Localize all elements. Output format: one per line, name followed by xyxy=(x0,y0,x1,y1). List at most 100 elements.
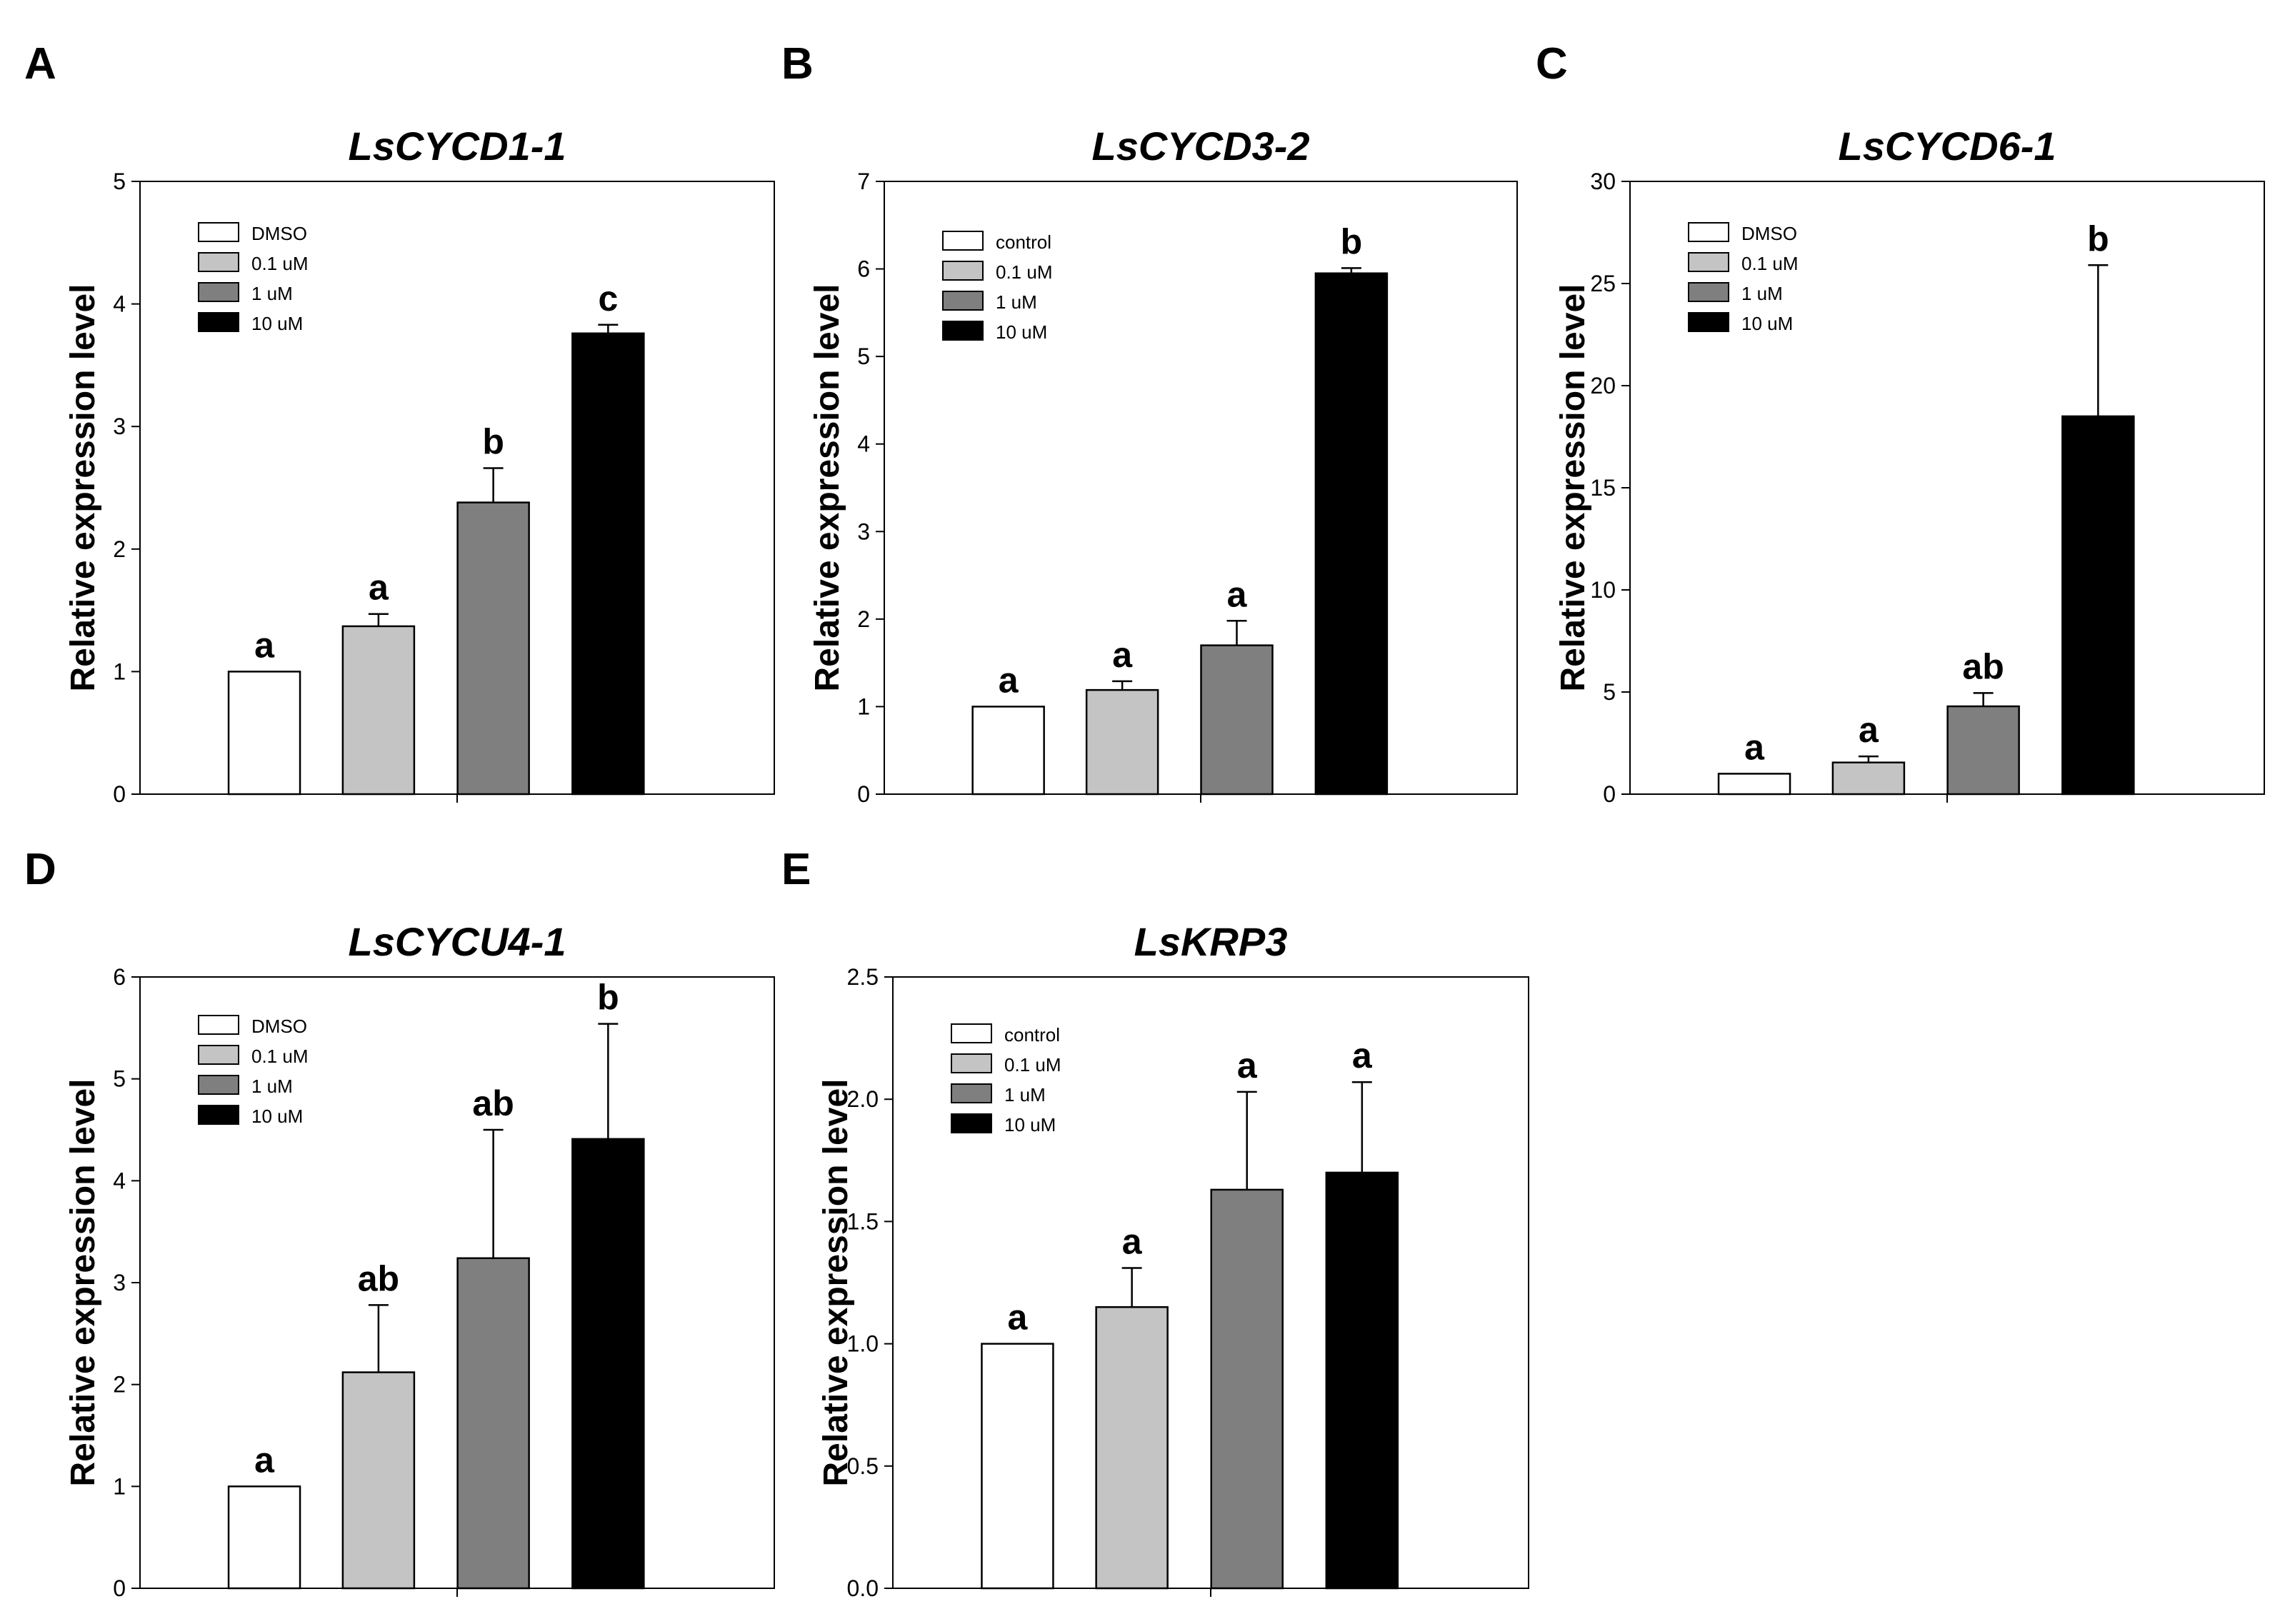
bar xyxy=(1210,1188,1284,1590)
chart-panel-c: C LsCYCD6-1 Relative expression level 0 5 10 1… xyxy=(1536,39,2265,807)
y-axis-label: Relative expression level xyxy=(1554,284,1592,692)
y-tick-label: 4 xyxy=(113,291,126,317)
panel-label: C xyxy=(1536,39,1568,89)
y-tick-label: 1 xyxy=(857,693,870,719)
legend-swatch xyxy=(942,291,984,311)
significance-label: b xyxy=(482,422,504,462)
y-tick-label: 2 xyxy=(857,606,870,632)
y-tick-label: 0 xyxy=(113,1575,126,1601)
legend-swatch xyxy=(1688,282,1729,302)
y-axis-label: Relative expression level xyxy=(64,284,102,692)
chart-title: LsKRP3 xyxy=(1134,919,1288,964)
legend-label: 0.1 uM xyxy=(996,261,1053,283)
legend-label: 0.1 uM xyxy=(251,253,309,274)
y-tick-label: 2 xyxy=(113,1372,126,1398)
bar xyxy=(1831,761,1906,796)
chart-panel-a: A LsCYCD1-1 Relative expression level 0 1 2 3 4… xyxy=(24,39,775,807)
legend-swatch xyxy=(198,222,239,242)
y-axis-label: Relative expression level xyxy=(817,1079,855,1487)
legend-swatch xyxy=(198,1075,239,1095)
significance-label: ab xyxy=(472,1083,514,1123)
y-tick-label: 6 xyxy=(857,256,870,282)
y-tick-label: 4 xyxy=(113,1168,126,1193)
y-tick-label: 5 xyxy=(1603,679,1616,705)
legend-swatch xyxy=(1688,222,1729,242)
legend-label: 10 uM xyxy=(251,1106,303,1127)
y-tick-label: 15 xyxy=(1590,475,1616,501)
y-tick-label: 0 xyxy=(857,781,870,807)
legend-label: control xyxy=(996,231,1051,253)
bar xyxy=(981,1343,1054,1590)
y-tick-label: 3 xyxy=(857,518,870,544)
y-tick-label: 5 xyxy=(113,1066,126,1092)
chart-title: LsCYCD6-1 xyxy=(1839,124,2056,169)
legend-label: 1 uM xyxy=(1004,1084,1046,1106)
chart-panel-b: B LsCYCD3-2 Relative expression level 0 1 2 3 4… xyxy=(781,39,1518,807)
significance-label: a xyxy=(1237,1046,1258,1086)
bar xyxy=(227,671,301,796)
significance-label: a xyxy=(999,660,1019,700)
significance-label: c xyxy=(598,279,618,319)
legend-label: 1 uM xyxy=(251,1076,293,1097)
y-tick-label: 1.5 xyxy=(847,1208,879,1234)
chart-title: LsCYCU4-1 xyxy=(349,919,566,964)
significance-label: a xyxy=(1122,1221,1143,1261)
panel-label: B xyxy=(781,39,814,89)
y-tick-label: 20 xyxy=(1590,373,1616,399)
chart-title: LsCYCD1-1 xyxy=(349,124,566,169)
y-tick-label: 2.5 xyxy=(847,964,879,990)
plot-frame xyxy=(1629,181,2265,795)
legend-label: control xyxy=(1004,1024,1060,1046)
bar xyxy=(341,1371,416,1590)
significance-label: a xyxy=(1744,727,1765,767)
legend: DMSO 0.1 uM 1 uM 10 uM xyxy=(1688,222,1799,334)
legend-swatch xyxy=(951,1023,992,1043)
significance-label: a xyxy=(254,625,275,665)
chart-panel-d: D LsCYCU4-1 Relative expression level 0 1 2 3 4… xyxy=(24,845,775,1601)
chart-title: LsCYCD3-2 xyxy=(1092,124,1310,169)
bar xyxy=(1200,644,1274,796)
legend: control 0.1 uM 1 uM 10 uM xyxy=(951,1023,1061,1136)
y-tick-label: 7 xyxy=(857,169,870,194)
y-tick-label: 5 xyxy=(113,169,126,194)
legend-label: 0.1 uM xyxy=(1004,1054,1061,1076)
significance-label: b xyxy=(597,978,619,1018)
bar xyxy=(1095,1305,1169,1590)
bar xyxy=(571,332,645,796)
legend-swatch xyxy=(198,252,239,272)
legend-label: DMSO xyxy=(251,1016,307,1037)
legend-label: 1 uM xyxy=(251,283,293,304)
significance-label: b xyxy=(2087,219,2109,259)
panel-label: D xyxy=(24,845,56,894)
panel-label: E xyxy=(781,845,811,894)
y-tick-label: 3 xyxy=(113,1270,126,1295)
bar xyxy=(1946,705,2020,796)
legend-swatch xyxy=(198,1015,239,1035)
legend-swatch xyxy=(942,231,984,251)
legend-label: 10 uM xyxy=(1004,1114,1056,1136)
bar xyxy=(1717,773,1791,796)
y-tick-label: 0 xyxy=(113,781,126,807)
legend-swatch xyxy=(951,1113,992,1133)
y-tick-label: 0 xyxy=(1603,781,1616,807)
y-tick-label: 2 xyxy=(113,536,126,562)
legend-label: DMSO xyxy=(1741,223,1797,244)
legend-label: 0.1 uM xyxy=(1741,253,1799,274)
chart-panel-e: E LsKRP3 Relative expression level 0.0 0.5 1.… xyxy=(781,845,1529,1601)
legend-label: 10 uM xyxy=(251,313,303,334)
significance-label: b xyxy=(1341,221,1363,261)
legend-swatch xyxy=(198,1045,239,1065)
legend-swatch xyxy=(951,1083,992,1103)
significance-label: a xyxy=(1227,574,1248,614)
significance-label: a xyxy=(1352,1036,1373,1076)
bar xyxy=(456,501,530,796)
bar xyxy=(971,706,1045,796)
legend-swatch xyxy=(942,261,984,281)
legend-label: DMSO xyxy=(251,223,307,244)
legend: control 0.1 uM 1 uM 10 uM xyxy=(942,231,1053,343)
significance-label: a xyxy=(254,1440,275,1480)
bar xyxy=(571,1138,645,1590)
y-tick-label: 25 xyxy=(1590,271,1616,296)
y-axis-label: Relative expression level xyxy=(809,284,846,692)
